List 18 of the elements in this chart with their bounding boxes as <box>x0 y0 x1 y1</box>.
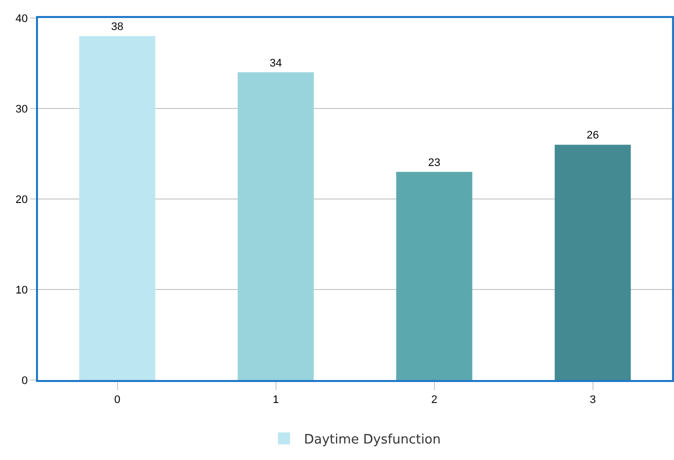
y-tick-label: 20 <box>16 194 28 206</box>
y-tick-label: 0 <box>22 374 28 387</box>
bar <box>238 72 314 380</box>
x-tick-label: 3 <box>590 394 596 406</box>
bar <box>554 144 631 380</box>
legend-label: Daytime Dysfunction <box>304 432 441 448</box>
x-tick-label: 1 <box>272 394 279 406</box>
data-label: 23 <box>428 156 440 169</box>
bar <box>396 172 472 380</box>
y-tick-label: 40 <box>16 12 28 25</box>
data-label: 38 <box>111 21 124 34</box>
data-label: 34 <box>270 57 282 70</box>
y-tick-label: 30 <box>16 103 28 116</box>
x-tick-label: 0 <box>114 394 120 406</box>
y-tick-label: 10 <box>16 284 28 296</box>
x-tick-label: 2 <box>431 394 438 406</box>
bar <box>79 36 156 380</box>
data-label: 26 <box>586 130 599 142</box>
